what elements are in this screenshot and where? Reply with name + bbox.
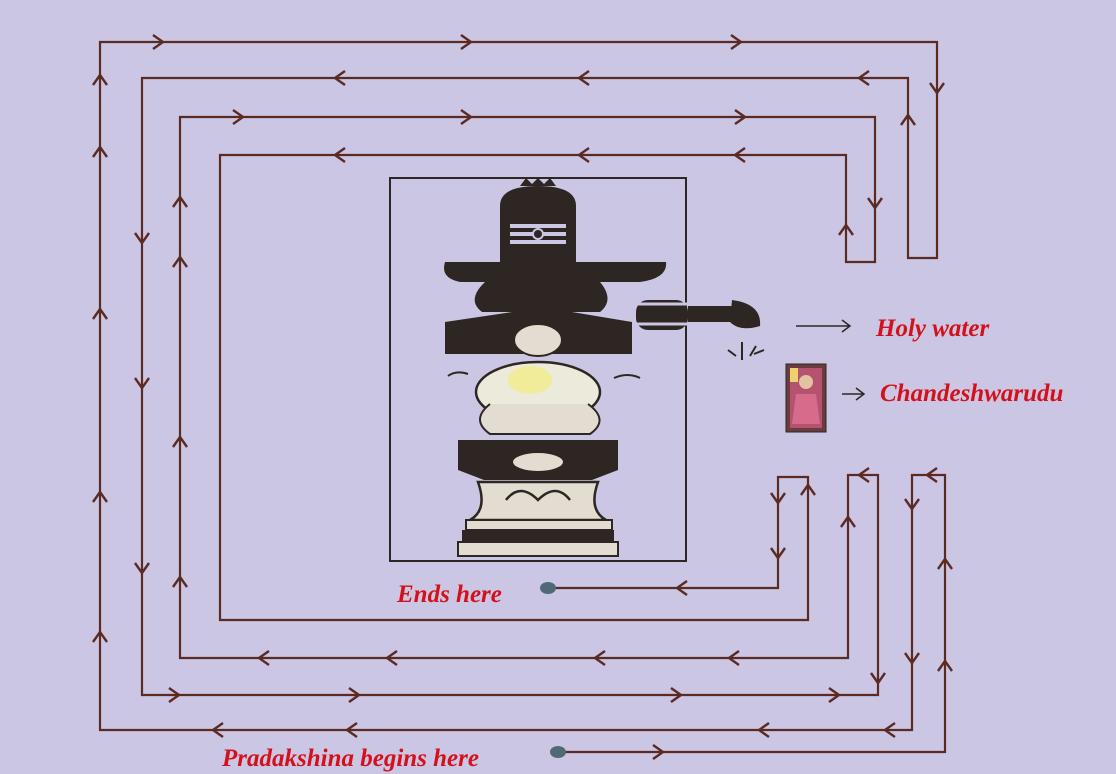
direction-arrow [172,194,188,208]
direction-arrow [828,687,842,703]
direction-arrow [134,377,150,391]
shiva-lingam-illustration [444,178,765,557]
path-segment [98,40,947,754]
direction-arrow [168,687,182,703]
start-dot [550,746,566,758]
direction-arrow [134,562,150,576]
ends-here-label: Ends here [396,581,502,608]
direction-arrow [937,658,953,672]
direction-arrow [172,574,188,588]
direction-arrow [576,70,590,86]
direction-arrow [856,70,870,86]
direction-arrow [770,547,786,561]
direction-arrow [856,467,870,483]
direction-arrow [92,144,108,158]
direction-arrow [344,722,358,738]
direction-arrow [576,147,590,163]
chandeshwara-deity-picture [785,363,827,433]
direction-arrow [332,70,346,86]
direction-arrow [726,650,740,666]
direction-arrow [232,109,246,125]
direction-arrow [172,434,188,448]
direction-arrow [152,34,166,50]
direction-arrow [92,489,108,503]
direction-arrow [882,722,896,738]
circumambulation-path [98,40,947,754]
direction-arrow [348,687,362,703]
holy-water-arrow [796,319,852,333]
direction-arrow [460,109,474,125]
direction-arrow [332,147,346,163]
direction-arrow [800,482,816,496]
holy-water-label: Holy water [875,315,989,342]
direction-arrow [838,222,854,236]
direction-arrow [924,467,938,483]
direction-arrow [904,498,920,512]
direction-arrow [670,687,684,703]
end-dot [540,582,556,594]
direction-arrow [172,254,188,268]
direction-arrow [840,514,856,528]
direction-arrow [870,672,886,686]
direction-arrow [592,650,606,666]
direction-arrow [134,232,150,246]
chandeshwarudu-label: Chandeshwarudu [880,380,1064,407]
nandi-bull-illustration [447,320,641,435]
direction-arrow [756,722,770,738]
direction-arrow [732,147,746,163]
direction-arrow [734,109,748,125]
direction-arrow [937,556,953,570]
direction-arrow [904,652,920,666]
direction-arrow [674,580,688,596]
direction-arrow [652,744,666,760]
direction-arrow [256,650,270,666]
direction-arrow [92,629,108,643]
begins-here-label: Pradakshina begins here [221,745,479,772]
direction-arrow [770,492,786,506]
direction-arrow [900,112,916,126]
direction-arrow [92,72,108,86]
direction-arrow [92,306,108,320]
direction-arrow [730,34,744,50]
direction-arrow [384,650,398,666]
direction-arrow [210,722,224,738]
direction-arrow [460,34,474,50]
direction-arrow [929,82,945,96]
chandeshwarudu-arrow [842,387,866,401]
direction-arrow [867,197,883,211]
